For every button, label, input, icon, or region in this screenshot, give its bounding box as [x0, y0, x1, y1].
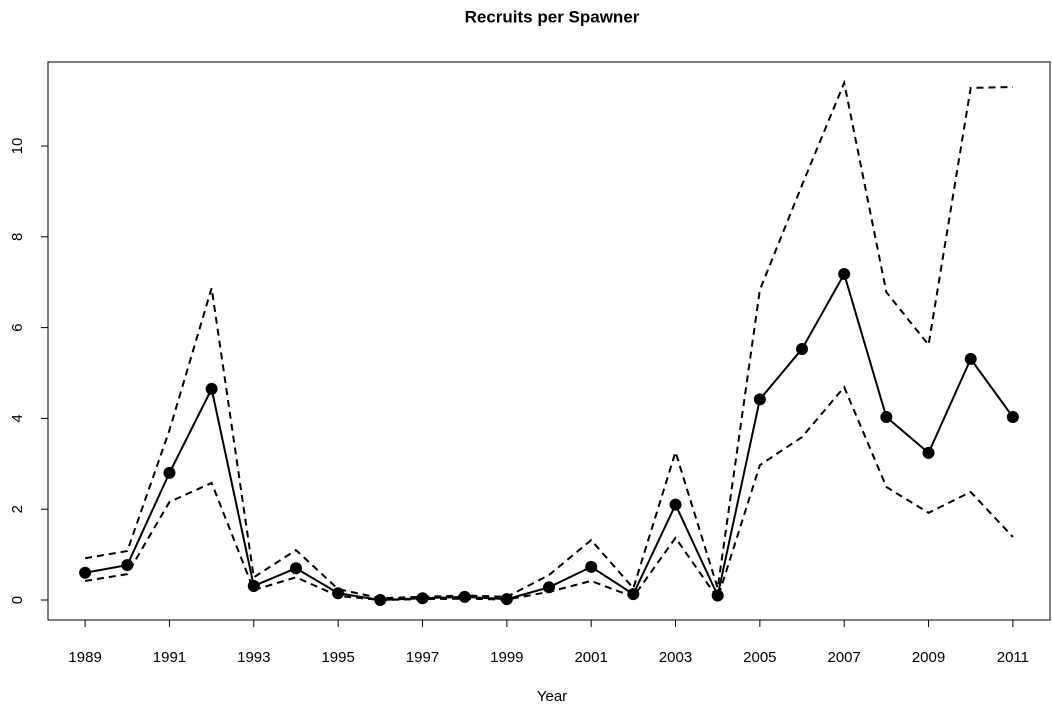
x-axis-label: Year: [537, 688, 567, 705]
data-point: [585, 560, 598, 573]
y-tick-label: 10: [9, 138, 26, 155]
data-point: [205, 382, 218, 395]
series-line: [84, 385, 1014, 602]
data-point: [458, 590, 471, 603]
data-point: [289, 562, 302, 575]
data-point: [964, 352, 977, 365]
data-point: [796, 342, 809, 355]
x-tick-label: 1997: [406, 649, 439, 666]
data-point: [922, 446, 935, 459]
x-tick-label: 1991: [153, 649, 186, 666]
x-tick-label: 2003: [659, 649, 692, 666]
data-point: [838, 268, 851, 281]
data-point: [1006, 411, 1019, 424]
x-tick-label: 2009: [912, 649, 945, 666]
x-tick-label: 2001: [574, 649, 607, 666]
y-tick-label: 2: [9, 505, 26, 513]
x-tick-label: 1989: [68, 649, 101, 666]
x-tick-label: 1995: [321, 649, 354, 666]
y-tick-label: 0: [9, 596, 26, 604]
y-tick-label: 6: [9, 323, 26, 331]
y-tick-label: 4: [9, 414, 26, 422]
plot-frame: [47, 61, 1051, 621]
series-line: [84, 79, 1013, 600]
x-tick-label: 1993: [237, 649, 270, 666]
y-tick-label: 8: [9, 233, 26, 241]
data-point: [669, 498, 682, 511]
x-tick-label: 2007: [828, 649, 861, 666]
data-point: [880, 411, 893, 424]
x-tick-label: 2011: [997, 649, 1029, 666]
data-point: [163, 466, 176, 479]
chart-title: Recruits per Spawner: [465, 7, 640, 26]
x-tick-label: 1999: [490, 649, 523, 666]
data-point: [753, 393, 766, 406]
series-line: [84, 271, 1014, 602]
x-tick-label: 2005: [743, 649, 776, 666]
data-point: [79, 566, 92, 579]
